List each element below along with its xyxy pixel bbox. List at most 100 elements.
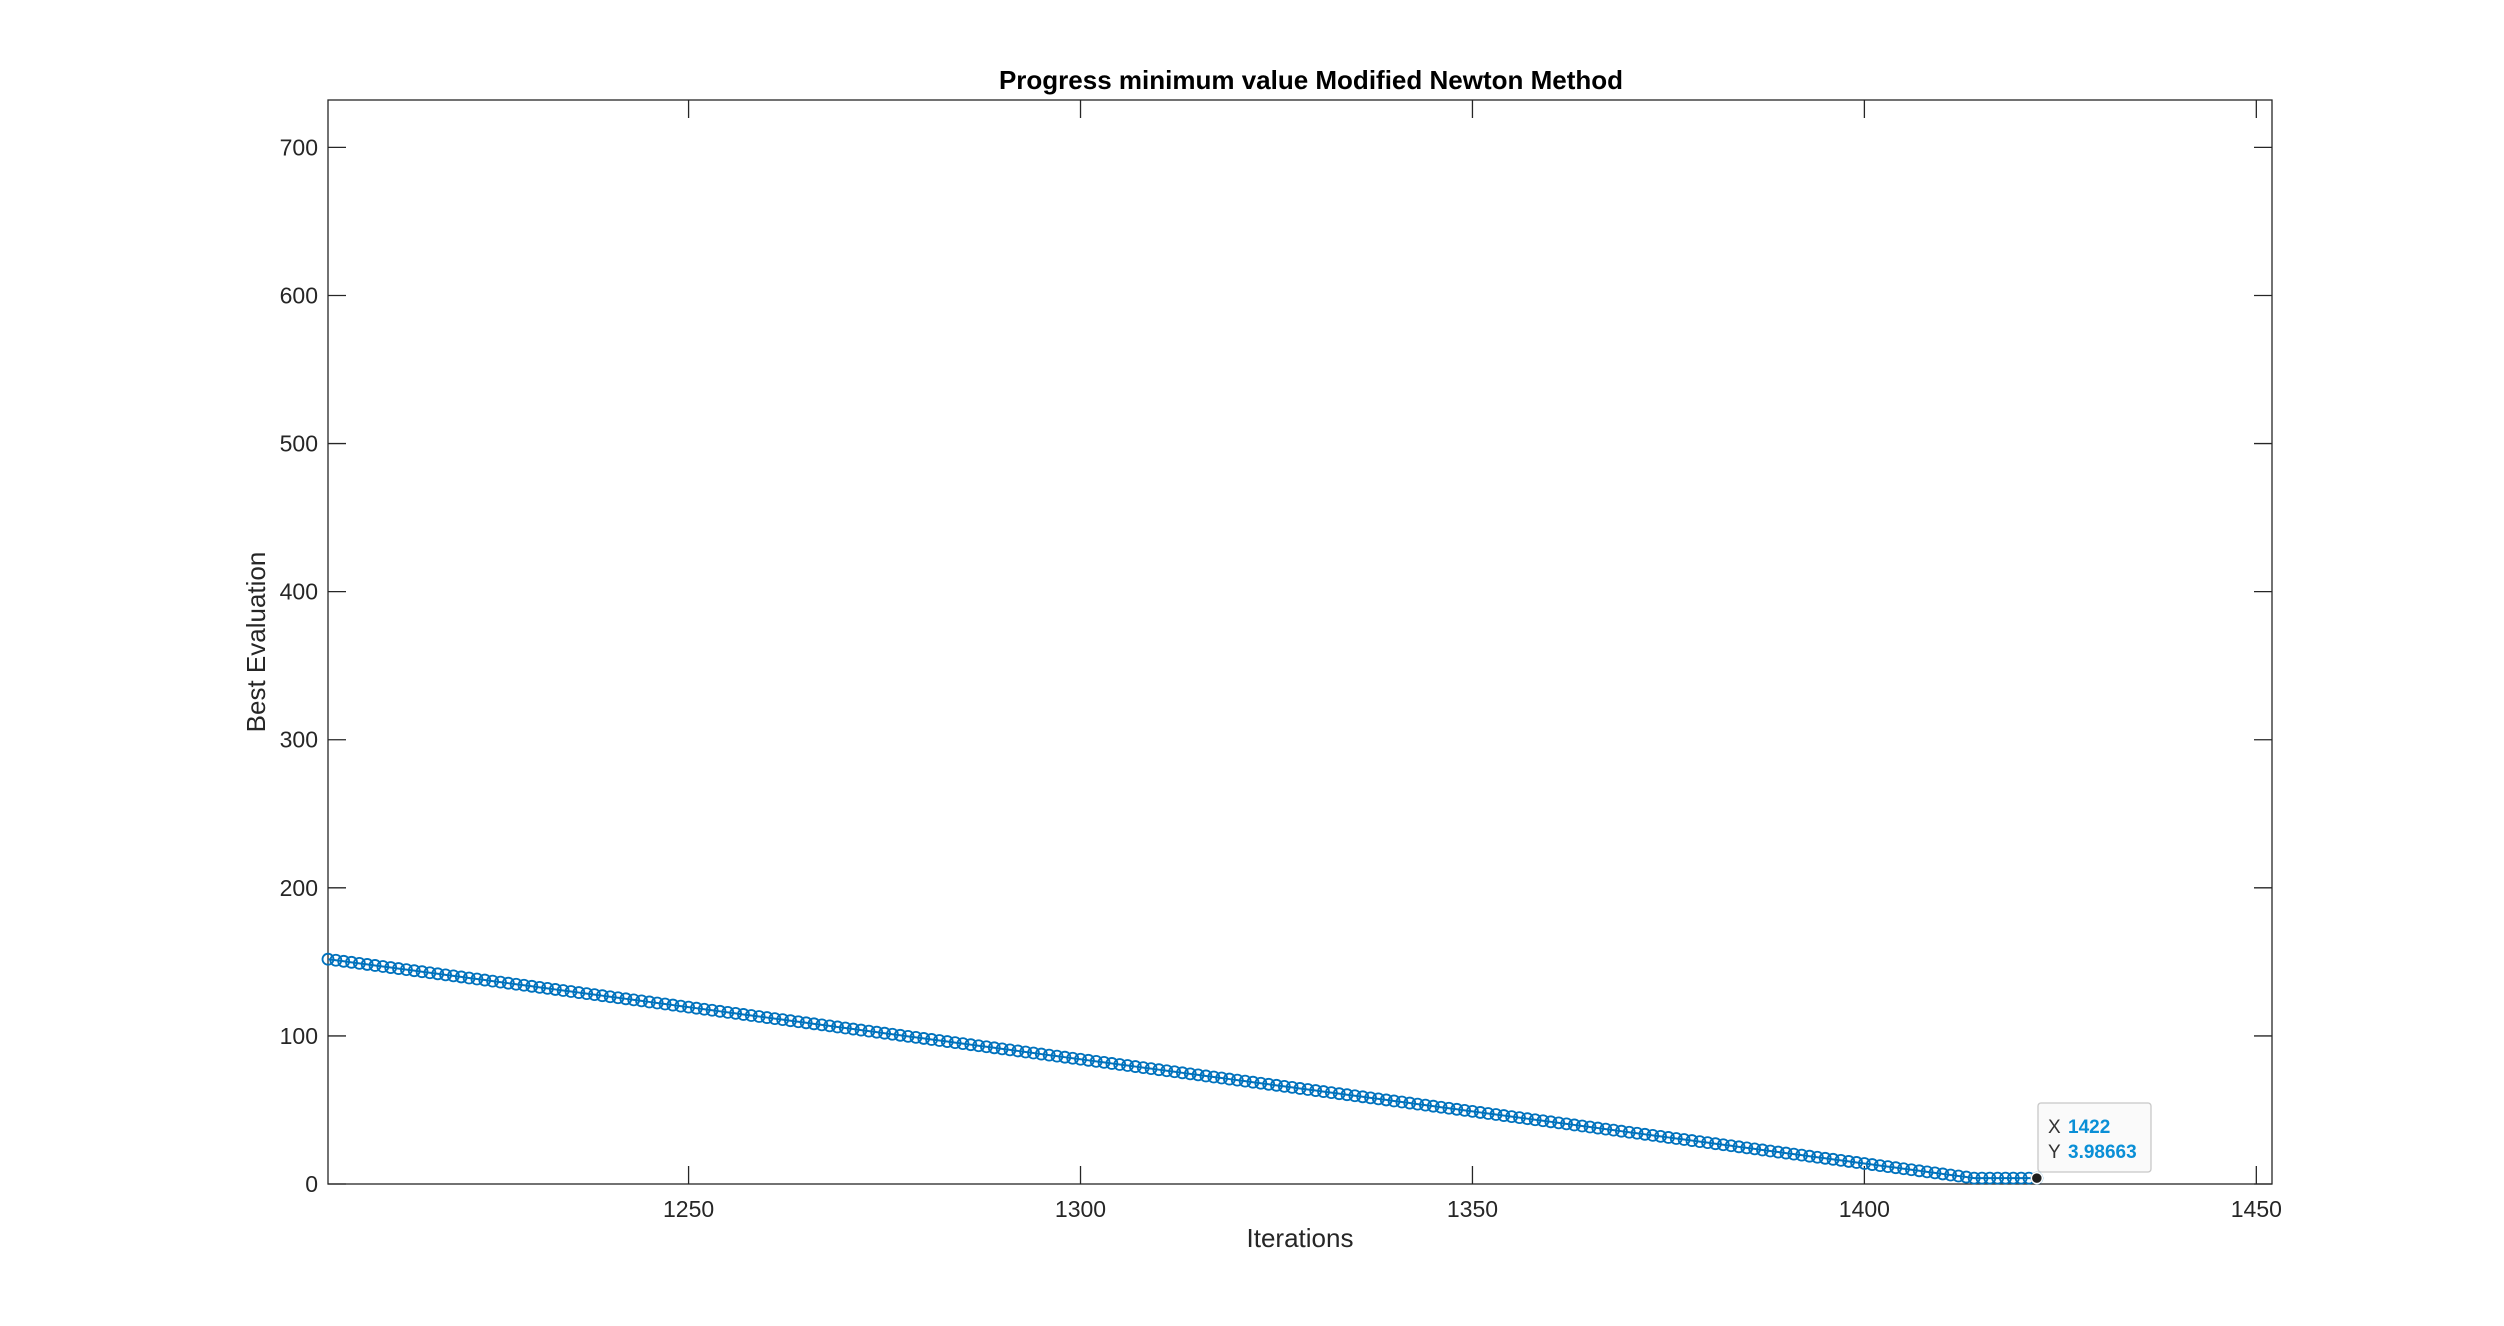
data-point (494, 975, 507, 989)
data-point (1756, 1143, 1769, 1157)
y-tick-label: 500 (280, 431, 318, 457)
datatip-y-value: 3.98663 (2068, 1142, 2137, 1163)
data-point (541, 981, 554, 995)
data-point (1176, 1066, 1189, 1080)
data-point (1677, 1133, 1691, 1146)
data-point (1528, 1113, 1542, 1127)
data-point (650, 996, 664, 1010)
data-point (1136, 1061, 1150, 1075)
data-point (1011, 1044, 1025, 1058)
data-point (1081, 1053, 1095, 1067)
data-point (470, 972, 484, 986)
datatip[interactable]: X 1422 Y 3.98663 (2030, 1102, 2152, 1185)
data-point (1356, 1090, 1370, 1104)
data-point (1317, 1085, 1330, 1098)
data-point (399, 963, 413, 977)
data-point (1826, 1152, 1840, 1166)
data-point (1771, 1145, 1785, 1159)
data-point (1763, 1144, 1777, 1158)
data-point (737, 1008, 750, 1021)
data-point (611, 991, 625, 1005)
data-point (525, 979, 539, 993)
data-point (1959, 1170, 1973, 1184)
data-point (1309, 1084, 1323, 1097)
data-point (690, 1001, 703, 1015)
data-point (1277, 1079, 1291, 1093)
data-point (1034, 1047, 1048, 1061)
data-point (784, 1014, 797, 1028)
data-point (1646, 1128, 1660, 1142)
datatip-x-value: 1422 (2068, 1117, 2110, 1138)
data-point (517, 978, 531, 992)
data-point (1575, 1119, 1589, 1133)
data-point (1183, 1067, 1197, 1081)
data-point (697, 1002, 711, 1016)
data-point (1701, 1136, 1715, 1150)
data-point (744, 1009, 758, 1022)
data-point (1693, 1135, 1707, 1149)
data-point (1097, 1056, 1111, 1069)
x-tick-label: 1250 (663, 1196, 714, 1222)
data-point (548, 983, 562, 996)
data-point (1505, 1110, 1519, 1123)
data-point (1724, 1139, 1738, 1153)
y-axis-label: Best Evaluation (241, 552, 271, 733)
data-point (1458, 1103, 1472, 1117)
data-point (1223, 1072, 1236, 1086)
data-point (838, 1021, 852, 1035)
data-point (1246, 1075, 1260, 1089)
data-point (1740, 1141, 1754, 1155)
data-point (1293, 1082, 1307, 1095)
data-point (368, 959, 382, 972)
y-tick-label: 400 (280, 579, 318, 605)
data-point (329, 953, 343, 967)
data-point (917, 1032, 931, 1045)
data-point (1567, 1118, 1581, 1132)
data-point (1121, 1059, 1134, 1072)
data-point (1975, 1171, 1989, 1185)
data-point (603, 990, 617, 1004)
datatip-marker[interactable] (2030, 1171, 2044, 1185)
data-point (533, 980, 547, 994)
data-point (447, 969, 460, 983)
data-point (337, 954, 351, 968)
data-point (509, 977, 523, 991)
data-point (854, 1023, 868, 1037)
data-point (423, 966, 437, 980)
data-point (682, 1000, 695, 1014)
data-point (1795, 1148, 1809, 1162)
data-point (1050, 1049, 1064, 1063)
data-point (1952, 1169, 1965, 1183)
data-point (572, 986, 586, 999)
data-point (1991, 1171, 2005, 1185)
data-point (799, 1016, 813, 1030)
data-point (486, 974, 500, 988)
data-point (752, 1010, 766, 1023)
data-point (1818, 1151, 1832, 1165)
data-point (642, 995, 656, 1009)
data-point (1857, 1157, 1871, 1170)
data-point (1128, 1060, 1142, 1073)
data-point (501, 976, 515, 990)
data-point (1834, 1153, 1848, 1167)
data-point (1607, 1123, 1620, 1137)
data-point (1544, 1115, 1558, 1129)
data-point (1301, 1083, 1315, 1096)
data-point (407, 964, 421, 978)
data-point (1411, 1097, 1424, 1111)
data-point (823, 1019, 837, 1033)
data-point (415, 965, 429, 979)
data-point (666, 998, 680, 1012)
data-point (1238, 1074, 1252, 1088)
data-point (1019, 1045, 1033, 1059)
data-point (1967, 1171, 1981, 1185)
data-point (878, 1026, 891, 1040)
data-point (1058, 1050, 1072, 1064)
data-point (1168, 1065, 1181, 1079)
y-tick-label: 300 (280, 727, 318, 753)
data-point (964, 1038, 978, 1052)
data-point (1803, 1149, 1816, 1163)
plot-area[interactable] (327, 99, 2273, 1185)
y-tick-label: 700 (280, 134, 318, 160)
data-point (1716, 1138, 1730, 1152)
